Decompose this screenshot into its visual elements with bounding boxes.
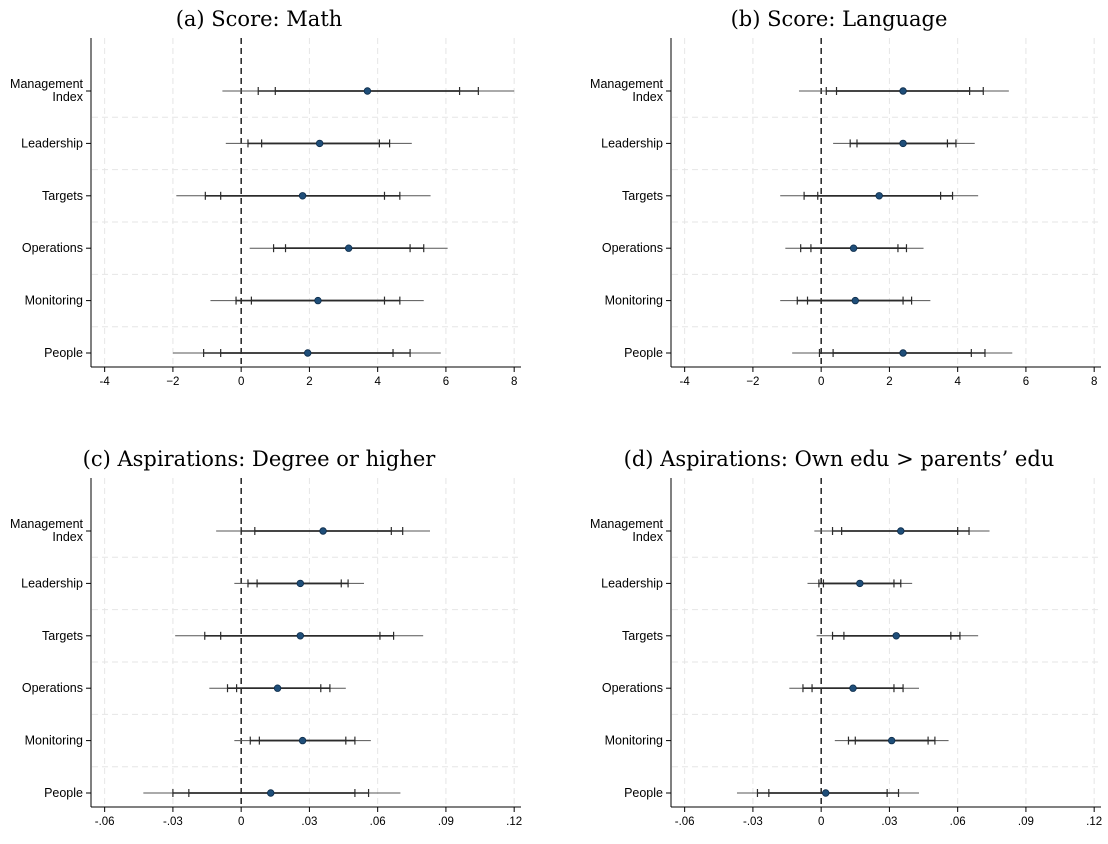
category-label: Leadership bbox=[601, 136, 663, 150]
point-estimate bbox=[296, 579, 305, 588]
point-estimate bbox=[304, 349, 312, 357]
panel-title: (b) Score: Language bbox=[731, 7, 948, 31]
point-estimate bbox=[344, 244, 353, 252]
category-label: Management Index bbox=[10, 517, 84, 544]
category-label: Leadership bbox=[21, 136, 83, 150]
point-estimate bbox=[822, 789, 830, 797]
point-estimate bbox=[298, 192, 307, 200]
x-tick-label: 6 bbox=[443, 376, 449, 388]
point-estimate bbox=[849, 244, 858, 252]
x-tick-label: 0 bbox=[238, 816, 244, 828]
category-label: Management Index bbox=[590, 517, 664, 544]
x-tick-label: .06 bbox=[950, 816, 966, 828]
point-estimate bbox=[314, 296, 322, 305]
x-tick-label: 4 bbox=[374, 376, 381, 388]
point-estimate bbox=[887, 736, 896, 745]
x-tick-label: .12 bbox=[506, 816, 522, 828]
point-estimate bbox=[363, 87, 372, 95]
x-tick-label: -.03 bbox=[163, 816, 183, 828]
x-tick-label: -4 bbox=[100, 376, 111, 388]
point-estimate bbox=[899, 87, 907, 95]
panel-b: (b) Score: Language -4 −2 0 2 4 6 8 Management I… bbox=[590, 7, 1101, 388]
category-label: Leadership bbox=[601, 576, 663, 590]
x-tick-label: -4 bbox=[680, 376, 691, 388]
point-estimate bbox=[897, 527, 905, 535]
x-tick-label: -.06 bbox=[95, 816, 115, 828]
x-tick-label: .03 bbox=[881, 816, 897, 828]
panel-d: (d) Aspirations: Own edu > parents’ edu … bbox=[590, 447, 1102, 828]
x-tick-label: .06 bbox=[370, 816, 386, 828]
category-label: Monitoring bbox=[605, 734, 663, 748]
panel-c: (c) Aspirations: Degree or higher -.06 -.… bbox=[10, 447, 522, 828]
point-estimate bbox=[273, 684, 282, 692]
category-label: Targets bbox=[42, 629, 83, 643]
point-estimate bbox=[319, 527, 327, 535]
category-label: Leadership bbox=[21, 576, 83, 590]
x-tick-label: -.06 bbox=[675, 816, 695, 828]
x-tick-label: .03 bbox=[301, 816, 317, 828]
category-label: Monitoring bbox=[25, 734, 83, 748]
category-label: Operations bbox=[602, 681, 663, 695]
category-label: People bbox=[624, 786, 663, 800]
category-label: People bbox=[44, 346, 83, 360]
point-estimate bbox=[315, 139, 324, 148]
x-tick-label: −2 bbox=[166, 376, 179, 388]
x-tick-label: .09 bbox=[438, 816, 454, 828]
x-tick-label: -.03 bbox=[743, 816, 763, 828]
point-estimate bbox=[875, 192, 883, 200]
point-estimate bbox=[849, 684, 857, 692]
x-tick-label: .12 bbox=[1086, 816, 1102, 828]
panel-title: (d) Aspirations: Own edu > parents’ edu bbox=[624, 447, 1055, 471]
category-label: Targets bbox=[622, 189, 663, 203]
point-estimate bbox=[267, 789, 275, 797]
category-label: Management Index bbox=[590, 77, 664, 104]
x-tick-label: .09 bbox=[1018, 816, 1034, 828]
category-label: Monitoring bbox=[605, 294, 663, 308]
x-tick-label: 8 bbox=[511, 376, 517, 388]
panel-a: (a) Score: Math -4 −2 0 2 4 6 8 Management Index… bbox=[10, 7, 521, 388]
category-label: Management Index bbox=[10, 77, 84, 104]
point-estimate bbox=[296, 632, 305, 640]
category-label: Monitoring bbox=[25, 294, 83, 308]
x-tick-label: 6 bbox=[1023, 376, 1029, 388]
x-tick-label: 8 bbox=[1091, 376, 1097, 388]
x-tick-label: 2 bbox=[886, 376, 892, 388]
x-tick-label: 0 bbox=[818, 816, 824, 828]
category-label: Operations bbox=[22, 681, 83, 695]
point-estimate bbox=[899, 139, 907, 148]
category-label: Targets bbox=[622, 629, 663, 643]
point-estimate bbox=[856, 579, 864, 588]
panel-title: (c) Aspirations: Degree or higher bbox=[83, 447, 437, 471]
x-tick-label: −2 bbox=[746, 376, 759, 388]
point-estimate bbox=[892, 632, 900, 640]
category-label: Operations bbox=[602, 241, 663, 255]
category-label: People bbox=[624, 346, 663, 360]
category-label: Targets bbox=[42, 189, 83, 203]
x-tick-label: 2 bbox=[306, 376, 312, 388]
category-label: People bbox=[44, 786, 83, 800]
x-tick-label: 0 bbox=[238, 376, 244, 388]
point-estimate bbox=[298, 736, 307, 745]
category-label: Operations bbox=[22, 241, 83, 255]
point-estimate bbox=[851, 296, 859, 305]
point-estimate bbox=[899, 349, 907, 357]
x-tick-label: 4 bbox=[954, 376, 961, 388]
panel-title: (a) Score: Math bbox=[176, 7, 343, 31]
x-tick-label: 0 bbox=[818, 376, 824, 388]
